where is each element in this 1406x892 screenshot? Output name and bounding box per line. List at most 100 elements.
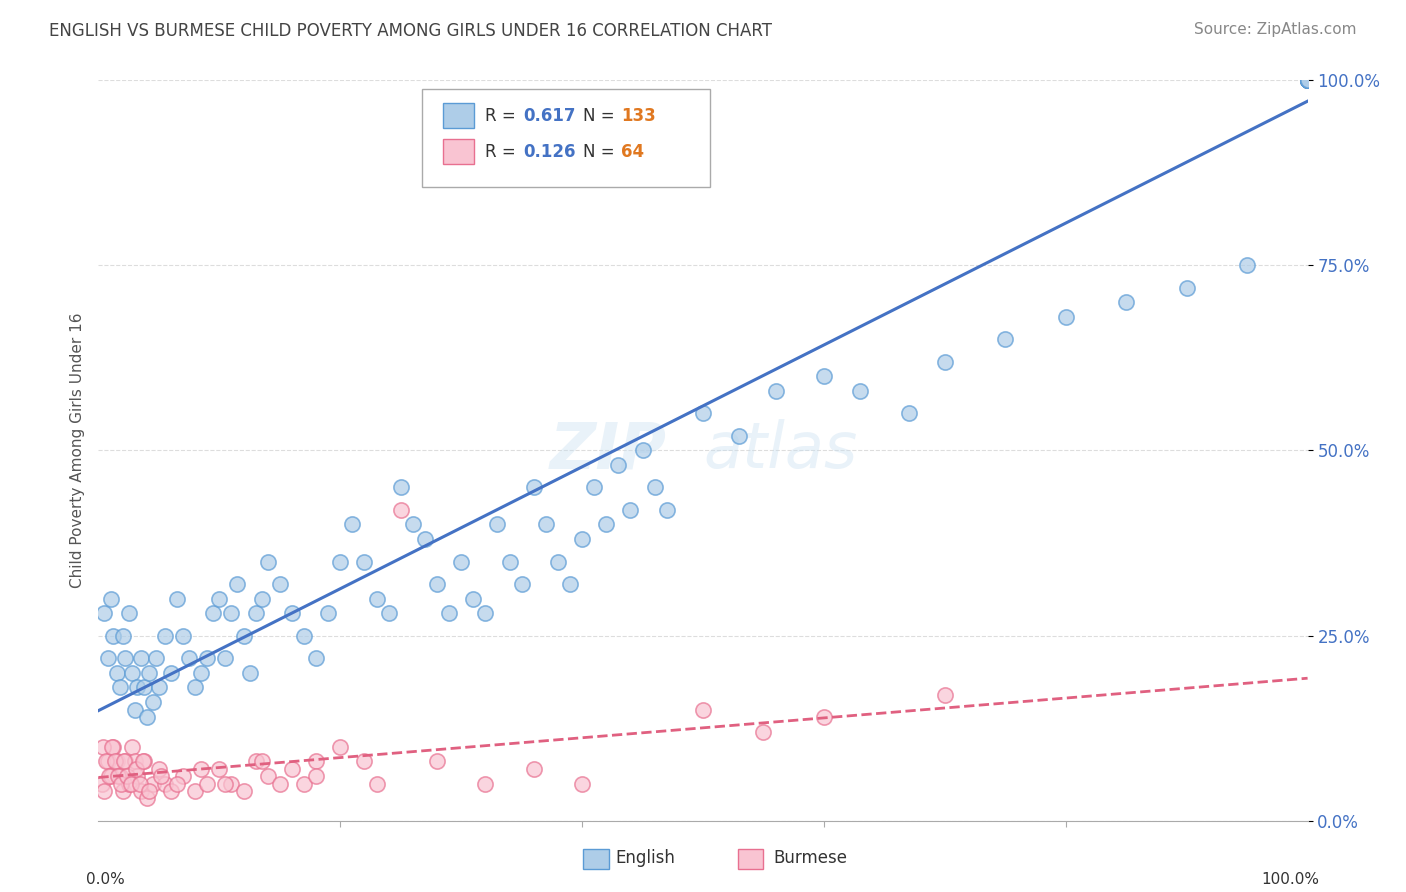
Point [558, 576, 581, 591]
Point [934, 688, 956, 702]
Point [112, 755, 135, 769]
Text: 64: 64 [621, 143, 644, 161]
Point [97, 755, 120, 769]
Point [474, 776, 496, 791]
Point [619, 502, 641, 516]
Point [153, 628, 176, 642]
Point [150, 769, 173, 783]
Point [765, 384, 787, 399]
Point [94, 755, 117, 769]
Point [214, 650, 236, 665]
Point [329, 739, 352, 754]
Text: R =: R = [485, 107, 522, 125]
Text: N =: N = [583, 143, 620, 161]
Point [305, 650, 328, 665]
Point [239, 665, 262, 680]
Point [111, 784, 134, 798]
Point [1296, 73, 1319, 87]
Point [1296, 73, 1319, 87]
Text: Burmese: Burmese [773, 849, 848, 867]
Point [1296, 73, 1319, 87]
Point [91, 739, 114, 754]
Text: N =: N = [583, 107, 620, 125]
Point [114, 755, 136, 769]
Point [148, 681, 170, 695]
Point [208, 762, 231, 776]
Point [129, 650, 152, 665]
Point [1296, 73, 1319, 87]
Point [1296, 73, 1319, 87]
Point [1296, 73, 1319, 87]
Point [1296, 73, 1319, 87]
Point [166, 776, 188, 791]
Point [145, 650, 167, 665]
Text: atlas: atlas [703, 419, 858, 482]
Point [250, 755, 273, 769]
Point [316, 607, 339, 621]
Point [184, 681, 207, 695]
Point [172, 628, 194, 642]
Point [1296, 73, 1319, 87]
Point [118, 607, 141, 621]
Point [132, 755, 155, 769]
Point [117, 769, 139, 783]
Point [245, 755, 267, 769]
Point [160, 665, 183, 680]
Point [97, 650, 120, 665]
Point [114, 650, 136, 665]
Point [366, 591, 388, 606]
Point [190, 762, 212, 776]
Point [1296, 73, 1319, 87]
Point [426, 755, 449, 769]
Point [437, 607, 460, 621]
Point [1296, 73, 1319, 87]
Point [813, 710, 835, 724]
Point [1296, 73, 1319, 87]
Point [523, 762, 546, 776]
Point [93, 784, 115, 798]
Point [1296, 73, 1319, 87]
Point [108, 681, 131, 695]
Point [138, 784, 160, 798]
Text: 0.0%: 0.0% [86, 872, 125, 888]
Point [121, 739, 143, 754]
Point [1296, 73, 1319, 87]
Point [121, 665, 143, 680]
Point [142, 776, 165, 791]
Point [292, 628, 315, 642]
Point [353, 755, 375, 769]
Point [644, 481, 666, 495]
Point [342, 517, 364, 532]
Point [245, 607, 267, 621]
Text: 100.0%: 100.0% [1261, 872, 1320, 888]
Point [305, 755, 328, 769]
Point [160, 784, 183, 798]
Point [127, 769, 149, 783]
Point [101, 628, 124, 642]
Point [105, 665, 128, 680]
Point [148, 762, 170, 776]
Point [1296, 73, 1319, 87]
Point [226, 576, 249, 591]
Point [752, 724, 775, 739]
Point [110, 776, 132, 791]
Point [523, 481, 546, 495]
Point [692, 703, 714, 717]
Point [655, 502, 678, 516]
Point [413, 533, 436, 547]
Point [138, 665, 160, 680]
Point [1296, 73, 1319, 87]
Point [498, 555, 520, 569]
Text: R =: R = [485, 143, 522, 161]
Point [221, 607, 243, 621]
Point [135, 791, 157, 805]
Point [728, 428, 751, 442]
Point [1236, 259, 1258, 273]
Point [98, 769, 121, 783]
Point [281, 762, 304, 776]
Point [1296, 73, 1319, 87]
Point [1296, 73, 1319, 87]
Point [195, 776, 218, 791]
Point [595, 517, 617, 532]
Point [547, 555, 569, 569]
